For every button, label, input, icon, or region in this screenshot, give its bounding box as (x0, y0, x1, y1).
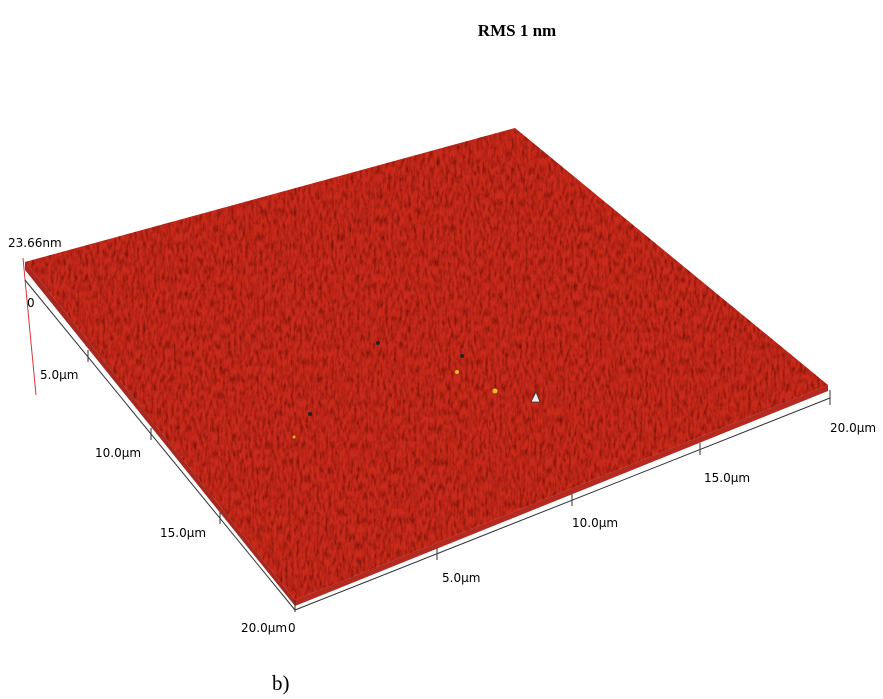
caption: b) (272, 671, 290, 695)
right-axis-label: 5.0µm (442, 571, 480, 585)
z-max-label: 23.66nm (8, 236, 62, 250)
left-axis-label: 5.0µm (40, 368, 78, 382)
left-axis-label: 20.0µm (241, 621, 287, 635)
right-axis-origin: 0 (288, 621, 296, 635)
figure: RMS 1 nm 23.66nm 0 5.0µm 10.0µm 15.0µm 2… (0, 0, 883, 699)
title: RMS 1 nm (478, 21, 556, 40)
right-axis-label: 15.0µm (704, 471, 750, 485)
z-min-label: 0 (27, 296, 35, 310)
right-axis-label: 20.0µm (830, 421, 876, 435)
left-axis-label: 15.0µm (160, 526, 206, 540)
right-axis-label: 10.0µm (572, 516, 618, 530)
afm-surface (25, 128, 828, 600)
left-axis-label: 10.0µm (95, 446, 141, 460)
